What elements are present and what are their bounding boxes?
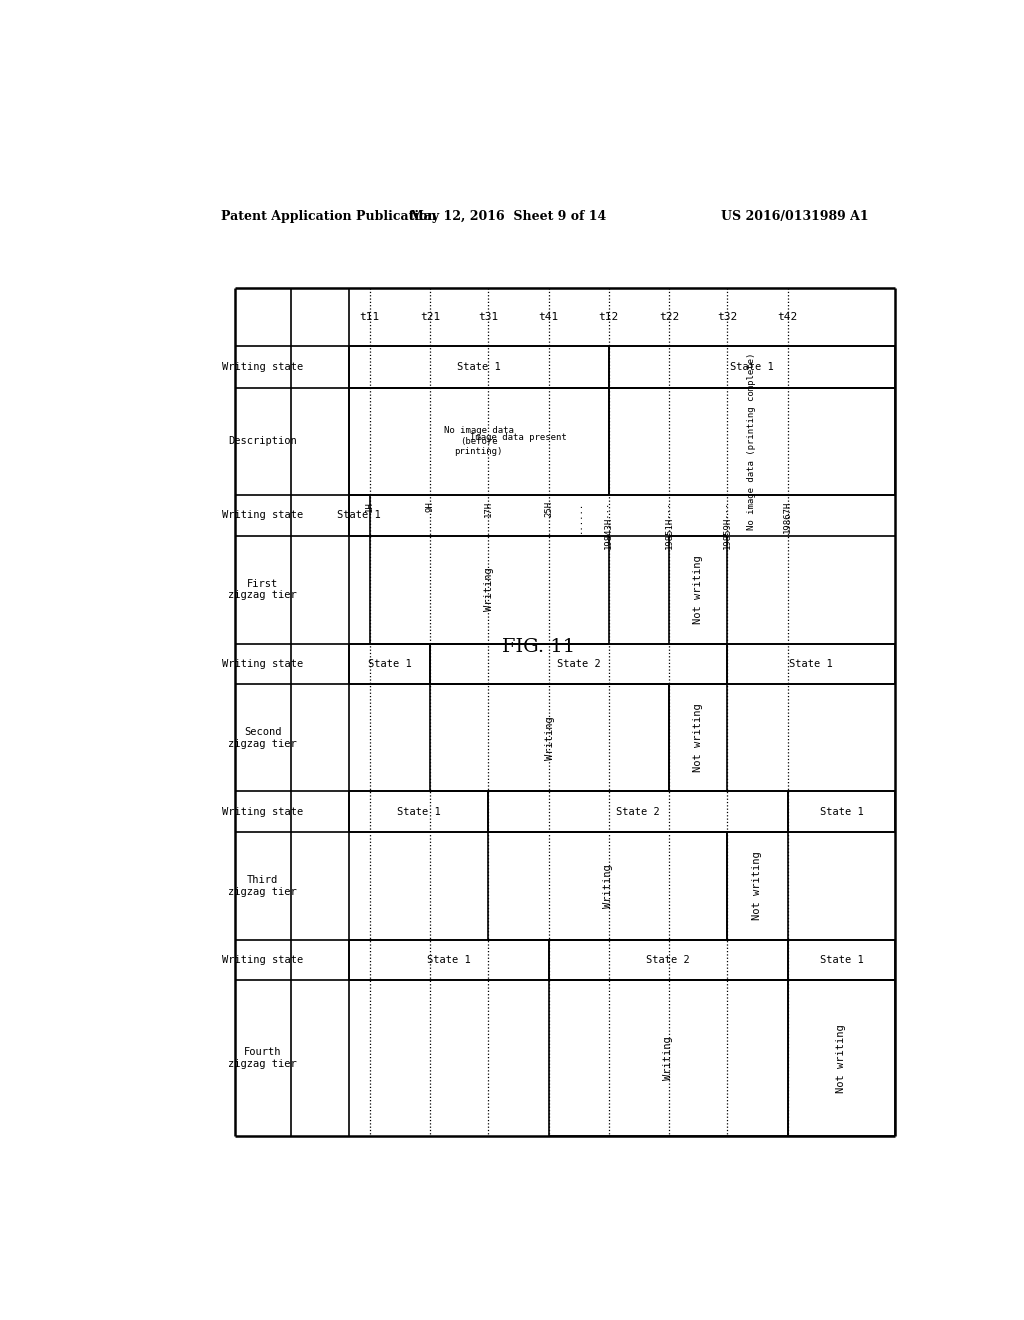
Text: First
zigzag tier: First zigzag tier	[228, 578, 297, 601]
Text: 19867H: 19867H	[783, 502, 792, 533]
Text: t31: t31	[478, 312, 499, 322]
Text: Writing state: Writing state	[222, 954, 303, 965]
Text: Not writing: Not writing	[693, 704, 703, 772]
Text: t12: t12	[598, 312, 618, 322]
Text: State 2: State 2	[616, 807, 659, 817]
Text: t22: t22	[658, 312, 679, 322]
Text: 19859H···: 19859H···	[723, 502, 731, 549]
Text: State 1: State 1	[427, 954, 471, 965]
Text: 1H: 1H	[366, 502, 375, 512]
Text: State 1: State 1	[338, 511, 381, 520]
Text: Fourth
zigzag tier: Fourth zigzag tier	[228, 1047, 297, 1069]
Text: Writing: Writing	[603, 865, 612, 908]
Text: t32: t32	[717, 312, 737, 322]
Text: Not writing: Not writing	[693, 556, 703, 624]
Text: t41: t41	[539, 312, 559, 322]
Text: 25H: 25H	[545, 502, 553, 517]
Text: Image data present: Image data present	[470, 433, 567, 442]
Text: Description: Description	[228, 437, 297, 446]
Text: State 1: State 1	[457, 362, 501, 372]
Text: Writing state: Writing state	[222, 807, 303, 817]
Text: Not writing: Not writing	[837, 1024, 847, 1093]
Text: 17H: 17H	[484, 502, 493, 517]
Text: State 1: State 1	[730, 362, 774, 372]
Text: Writing state: Writing state	[222, 511, 303, 520]
Text: State 1: State 1	[819, 807, 863, 817]
Text: State 1: State 1	[368, 659, 412, 669]
Text: No image data (printing complete): No image data (printing complete)	[748, 352, 757, 531]
Text: ......: ......	[573, 502, 583, 533]
Text: Patent Application Publication: Patent Application Publication	[221, 210, 436, 223]
Text: State 1: State 1	[790, 659, 834, 669]
Text: Writing: Writing	[664, 1036, 673, 1080]
Text: 19843H···: 19843H···	[604, 502, 613, 549]
Text: 9H: 9H	[426, 502, 435, 512]
Text: State 2: State 2	[557, 659, 600, 669]
Text: No image data
(before
printing): No image data (before printing)	[443, 426, 514, 457]
Text: 19851H···: 19851H···	[665, 502, 674, 549]
Text: Writing state: Writing state	[222, 659, 303, 669]
Text: Writing: Writing	[484, 568, 495, 611]
Text: May 12, 2016  Sheet 9 of 14: May 12, 2016 Sheet 9 of 14	[410, 210, 606, 223]
Text: Writing: Writing	[545, 715, 555, 760]
Text: Second
zigzag tier: Second zigzag tier	[228, 727, 297, 748]
Text: State 2: State 2	[646, 954, 690, 965]
Text: State 1: State 1	[819, 954, 863, 965]
Text: Third
zigzag tier: Third zigzag tier	[228, 875, 297, 896]
Text: FIG. 11: FIG. 11	[502, 639, 575, 656]
Text: t11: t11	[359, 312, 380, 322]
Text: Writing state: Writing state	[222, 362, 303, 372]
Text: Not writing: Not writing	[753, 851, 762, 920]
Text: t42: t42	[777, 312, 798, 322]
Text: US 2016/0131989 A1: US 2016/0131989 A1	[721, 210, 868, 223]
Text: t21: t21	[420, 312, 440, 322]
Text: State 1: State 1	[396, 807, 440, 817]
